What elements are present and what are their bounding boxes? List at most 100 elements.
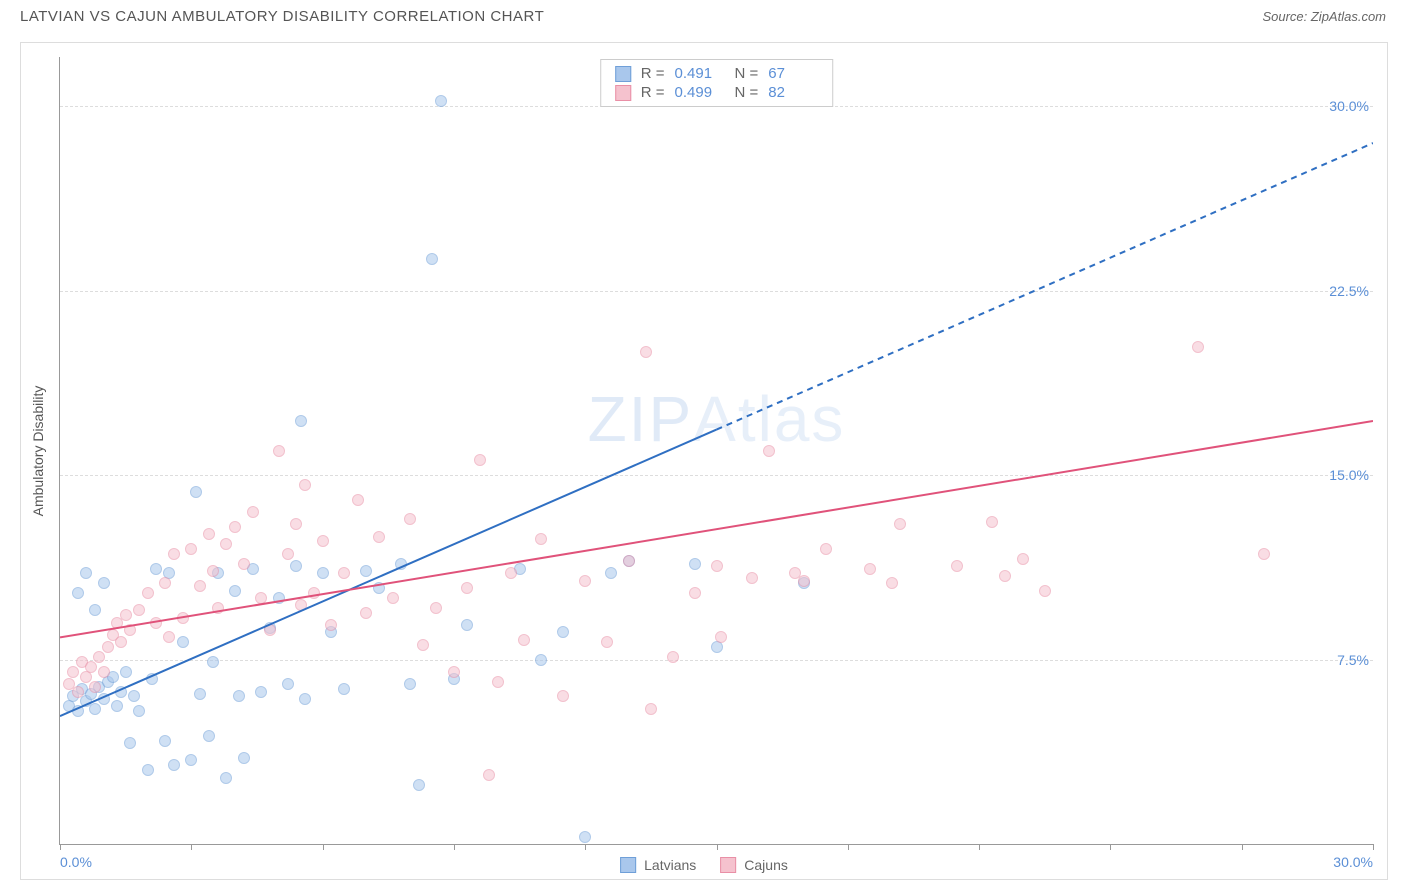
scatter-point	[999, 570, 1011, 582]
scatter-point	[518, 634, 530, 646]
scatter-point	[133, 604, 145, 616]
legend-n-value: 67	[768, 65, 818, 82]
scatter-point	[426, 253, 438, 265]
scatter-point	[299, 693, 311, 705]
scatter-point	[338, 683, 350, 695]
scatter-point	[435, 95, 447, 107]
legend-swatch	[615, 85, 631, 101]
scatter-point	[360, 607, 372, 619]
scatter-point	[111, 700, 123, 712]
scatter-point	[142, 764, 154, 776]
legend-r-label: R =	[641, 84, 665, 101]
plot-area: Ambulatory Disability ZIPAtlas R =0.491N…	[59, 57, 1373, 845]
scatter-point	[163, 631, 175, 643]
scatter-point	[150, 563, 162, 575]
scatter-point	[557, 690, 569, 702]
scatter-point	[1258, 548, 1270, 560]
scatter-point	[229, 521, 241, 533]
scatter-point	[746, 572, 758, 584]
scatter-point	[282, 548, 294, 560]
scatter-point	[623, 555, 635, 567]
legend-item: Latvians	[620, 857, 696, 873]
scatter-point	[190, 486, 202, 498]
scatter-point	[387, 592, 399, 604]
scatter-point	[798, 575, 810, 587]
scatter-point	[194, 688, 206, 700]
scatter-point	[579, 831, 591, 843]
legend-label: Latvians	[644, 857, 696, 873]
scatter-point	[133, 705, 145, 717]
legend-n-value: 82	[768, 84, 818, 101]
scatter-point	[505, 567, 517, 579]
legend-r-value: 0.499	[675, 84, 725, 101]
x-tick	[848, 844, 849, 850]
scatter-point	[461, 582, 473, 594]
scatter-point	[146, 673, 158, 685]
scatter-point	[360, 565, 372, 577]
scatter-point	[295, 599, 307, 611]
scatter-point	[461, 619, 473, 631]
scatter-point	[207, 565, 219, 577]
scatter-point	[535, 533, 547, 545]
scatter-point	[282, 678, 294, 690]
scatter-point	[645, 703, 657, 715]
scatter-point	[483, 769, 495, 781]
scatter-point	[233, 690, 245, 702]
scatter-point	[557, 626, 569, 638]
x-tick	[1110, 844, 1111, 850]
x-tick	[979, 844, 980, 850]
legend-n-label: N =	[735, 84, 759, 101]
scatter-point	[203, 730, 215, 742]
x-tick-label: 0.0%	[60, 854, 92, 870]
x-tick	[191, 844, 192, 850]
scatter-point	[579, 575, 591, 587]
x-tick	[454, 844, 455, 850]
scatter-point	[373, 582, 385, 594]
scatter-point	[115, 636, 127, 648]
scatter-point	[207, 656, 219, 668]
scatter-point	[1039, 585, 1051, 597]
scatter-point	[395, 558, 407, 570]
series-legend: Latvians Cajuns	[620, 857, 788, 873]
scatter-point	[273, 445, 285, 457]
scatter-point	[601, 636, 613, 648]
scatter-point	[492, 676, 504, 688]
scatter-point	[72, 686, 84, 698]
scatter-point	[951, 560, 963, 572]
legend-r-value: 0.491	[675, 65, 725, 82]
scatter-point	[142, 587, 154, 599]
x-tick	[1373, 844, 1374, 850]
scatter-point	[273, 592, 285, 604]
scatter-point	[886, 577, 898, 589]
scatter-point	[128, 690, 140, 702]
legend-swatch	[615, 66, 631, 82]
scatter-point	[98, 577, 110, 589]
scatter-point	[203, 528, 215, 540]
scatter-point	[93, 651, 105, 663]
scatter-point	[404, 678, 416, 690]
scatter-point	[404, 513, 416, 525]
x-tick	[323, 844, 324, 850]
scatter-point	[229, 585, 241, 597]
scatter-point	[1192, 341, 1204, 353]
scatter-point	[102, 641, 114, 653]
scatter-point	[220, 772, 232, 784]
scatter-point	[894, 518, 906, 530]
scatter-point	[373, 531, 385, 543]
header: LATVIAN VS CAJUN AMBULATORY DISABILITY C…	[0, 0, 1406, 29]
scatter-point	[417, 639, 429, 651]
scatter-point	[72, 587, 84, 599]
scatter-point	[295, 415, 307, 427]
y-axis-label: Ambulatory Disability	[30, 385, 46, 516]
scatter-point	[89, 681, 101, 693]
scatter-points-layer	[60, 57, 1373, 844]
scatter-point	[325, 619, 337, 631]
scatter-point	[168, 548, 180, 560]
legend-item: Cajuns	[720, 857, 788, 873]
scatter-point	[290, 560, 302, 572]
scatter-point	[185, 754, 197, 766]
scatter-point	[667, 651, 679, 663]
x-tick	[1242, 844, 1243, 850]
scatter-point	[220, 538, 232, 550]
scatter-point	[159, 577, 171, 589]
